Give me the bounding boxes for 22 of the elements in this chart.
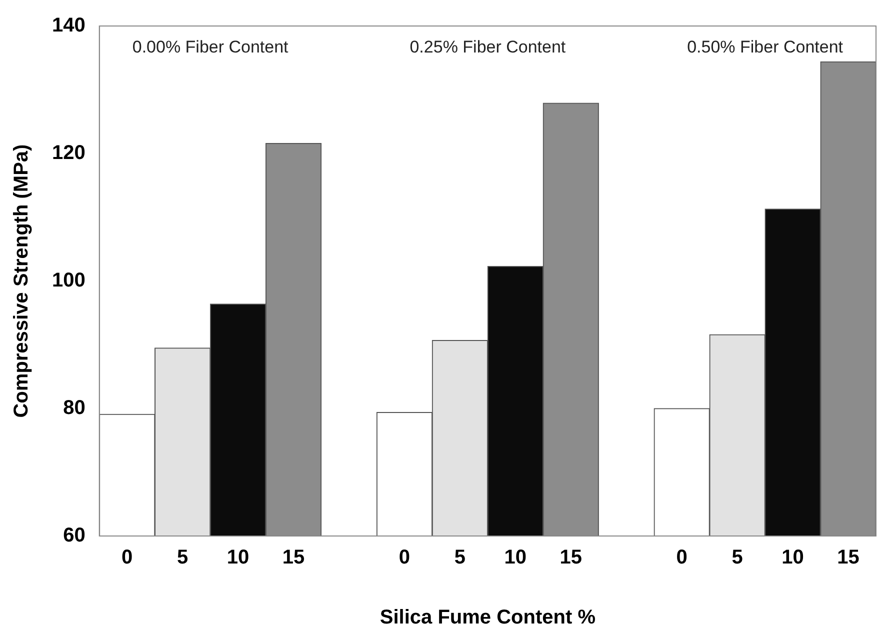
- x-tick-label: 5: [454, 546, 466, 569]
- x-axis-title: Silica Fume Content %: [380, 606, 596, 629]
- x-tick-label: 10: [782, 546, 804, 569]
- x-tick-label: 15: [560, 546, 582, 569]
- x-tick-label: 5: [177, 546, 188, 569]
- x-tick-label: 15: [837, 546, 860, 569]
- annotation: 0.00% Fiber Content: [132, 38, 289, 57]
- y-tick-label: 100: [52, 270, 86, 292]
- x-tick-label: 0: [398, 546, 410, 569]
- x-tick-label: 10: [226, 546, 250, 569]
- y-tick-label: 60: [63, 524, 86, 547]
- y-tick-label: 140: [52, 14, 86, 37]
- x-tick-label: 10: [504, 546, 527, 569]
- annotation: 0.50% Fiber Content: [687, 38, 844, 57]
- annotation: 0.25% Fiber Content: [410, 38, 566, 57]
- x-tick-label: 0: [676, 546, 688, 569]
- x-tick-label: 0: [122, 546, 133, 569]
- x-tick-label: 5: [732, 546, 743, 569]
- y-tick-label: 120: [52, 142, 86, 164]
- y-tick-label: 80: [63, 397, 86, 420]
- y-axis-title: Compressive Strength (MPa): [10, 144, 33, 418]
- x-tick-label: 15: [282, 546, 305, 569]
